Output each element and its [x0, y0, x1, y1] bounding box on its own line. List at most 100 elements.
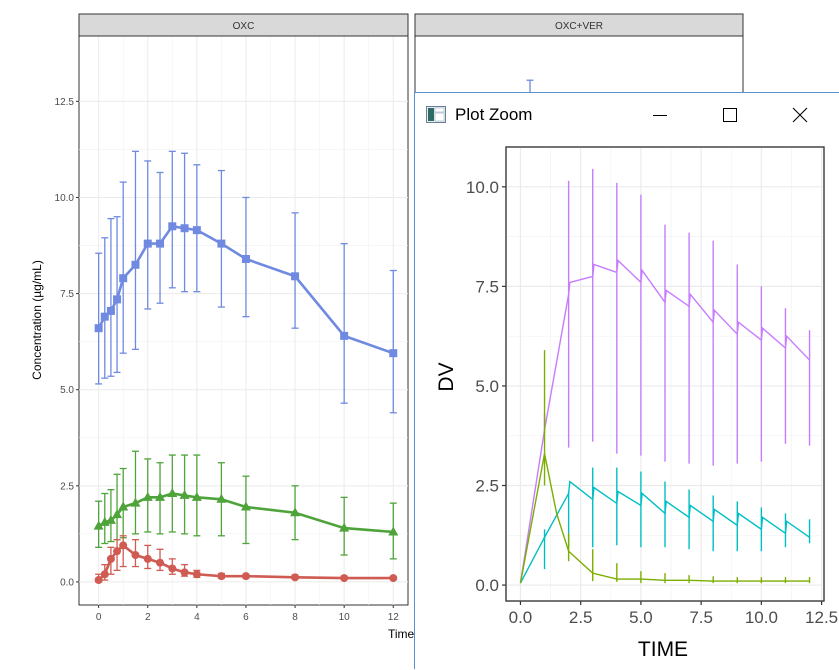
data-point	[290, 507, 301, 517]
y-tick-label: 5.0	[475, 377, 499, 396]
data-point	[106, 554, 115, 563]
data-point	[155, 491, 166, 501]
data-point	[93, 520, 104, 530]
y-tick-label: 0.0	[475, 576, 499, 595]
data-point	[291, 272, 300, 281]
data-point	[241, 254, 250, 263]
series-2	[94, 535, 398, 585]
data-point	[113, 547, 122, 556]
x-tick-label: 0	[96, 612, 102, 623]
data-point	[192, 226, 201, 235]
y-tick-label: 12.5	[55, 97, 75, 108]
series-line	[519, 480, 810, 584]
x-tick-label: 2	[145, 612, 151, 623]
y-tick-label: 2.5	[475, 477, 499, 496]
data-point	[143, 239, 152, 248]
zoom-x-axis-title: TIME	[638, 638, 688, 661]
x-tick-label: 5.0	[629, 608, 653, 627]
data-point	[143, 554, 152, 563]
x-tick-label: 2.5	[569, 608, 593, 627]
data-point	[113, 295, 122, 304]
maximize-button[interactable]	[695, 93, 765, 137]
data-point	[216, 493, 227, 503]
x-axis-title: Time	[388, 627, 415, 641]
data-point	[168, 222, 177, 231]
zoom-panel-border	[505, 146, 825, 602]
data-point	[191, 491, 202, 501]
data-point	[94, 576, 103, 585]
data-point	[119, 541, 128, 550]
x-tick-label: 10	[339, 612, 351, 623]
data-point	[106, 306, 115, 315]
minimize-icon	[653, 115, 667, 116]
series-1	[93, 450, 399, 560]
data-point	[192, 570, 201, 579]
panel-oxc-series	[93, 150, 399, 585]
zoom-series-1	[519, 467, 811, 584]
data-point	[217, 572, 226, 581]
data-point	[100, 312, 109, 321]
x-tick-label: 8	[292, 612, 298, 623]
data-point	[131, 551, 140, 560]
data-point	[168, 564, 177, 573]
data-point	[340, 331, 349, 340]
data-point	[112, 509, 123, 519]
plot-zoom-title: Plot Zoom	[455, 105, 533, 124]
zoom-y-axis-title: DV	[435, 362, 458, 391]
data-point	[142, 491, 153, 501]
zoom-dv-chart: 0.0 2.5 5.0 7.5 10.0 0.0 2.5 5.0 7.5 10.0 12.5 DV…	[435, 146, 838, 661]
zoom-y-axis-ticks: 0.0 2.5 5.0 7.5 10.0	[466, 178, 506, 595]
strip-label-oxc: OXC	[233, 21, 255, 32]
data-point	[339, 522, 350, 532]
close-button[interactable]	[765, 93, 835, 137]
y-tick-label: 5.0	[60, 385, 74, 396]
close-icon	[792, 107, 808, 123]
data-point	[100, 570, 109, 579]
data-point	[389, 574, 398, 583]
maximize-icon	[723, 108, 737, 122]
zoom-series	[519, 168, 811, 584]
data-point	[241, 572, 250, 581]
x-tick-label: 10.0	[745, 608, 778, 627]
y-tick-label: 7.5	[60, 289, 74, 300]
data-point	[131, 260, 140, 269]
y-axis-ticks: 0.0 2.5 5.0 7.5 10.0 12.5	[55, 97, 79, 588]
data-point	[156, 558, 165, 567]
data-point	[118, 501, 129, 511]
x-tick-label: 7.5	[689, 608, 713, 627]
data-point	[119, 274, 128, 283]
y-tick-label: 7.5	[475, 277, 499, 296]
series-line	[97, 543, 394, 581]
series-line	[97, 224, 394, 355]
series-line	[519, 259, 811, 584]
minimize-button[interactable]	[625, 93, 695, 137]
strip-oxc	[78, 13, 409, 37]
data-point	[156, 239, 165, 248]
data-point	[105, 514, 116, 524]
y-tick-label: 0.0	[60, 577, 74, 588]
x-tick-label: 6	[243, 612, 249, 623]
data-point	[167, 488, 178, 498]
zoom-series-2	[519, 350, 811, 584]
data-point	[94, 324, 103, 333]
data-point	[217, 239, 226, 248]
plot-zoom-window[interactable]: Plot Zoom 0.0 2.5 5.0 7.5 10.0 0.0 2.5 5.0 7.5 1…	[414, 92, 839, 669]
y-tick-label: 10.0	[55, 193, 75, 204]
strip-label-oxc-ver: OXC+VER	[555, 21, 603, 32]
data-point	[388, 526, 399, 536]
data-point	[179, 489, 190, 499]
data-point	[291, 573, 300, 582]
plot-zoom-titlebar[interactable]: Plot Zoom	[415, 93, 839, 137]
zoom-x-axis-ticks: 0.0 2.5 5.0 7.5 10.0 12.5	[509, 601, 838, 627]
r-plot-icon	[426, 106, 446, 123]
series-0	[94, 150, 398, 414]
data-point	[389, 349, 398, 358]
series-line	[519, 453, 810, 584]
data-point	[180, 568, 189, 577]
panel-oxc-background	[78, 35, 409, 606]
y-tick-label: 10.0	[466, 178, 499, 197]
x-tick-label: 12	[388, 612, 400, 623]
data-point	[240, 501, 251, 511]
x-tick-label: 12.5	[805, 608, 838, 627]
data-point	[340, 574, 349, 583]
